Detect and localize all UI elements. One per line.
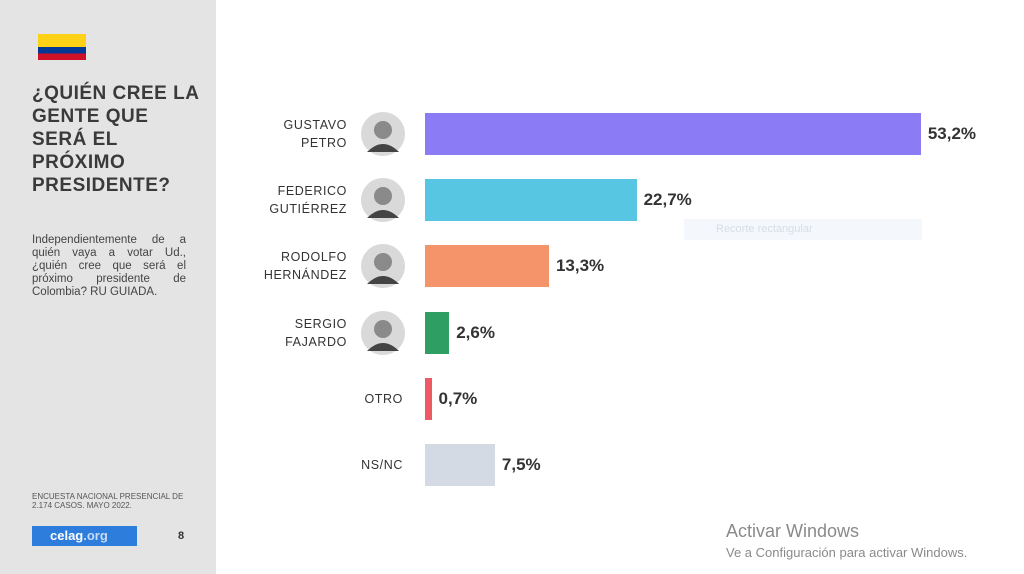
- photo-icon: [361, 310, 405, 355]
- value-label: 2,6%: [456, 322, 495, 342]
- category-label: NS/NC: [361, 458, 403, 472]
- description: Independientemente de a quién vaya a vot…: [32, 234, 186, 298]
- value-label: 13,3%: [555, 256, 605, 276]
- value-label: 0,7%: [438, 388, 478, 408]
- bar: [425, 113, 921, 155]
- sidebar: ¿QUIÉN CREE LA GENTE QUE SERÁ EL PRÓXIMO…: [0, 0, 216, 574]
- photo-icon: [361, 244, 405, 289]
- value-label: 53,2%: [927, 124, 977, 143]
- bar: [425, 377, 432, 420]
- value-label: 7,5%: [501, 455, 541, 474]
- category-label: FEDERICO GUTIÉRREZ: [269, 184, 347, 217]
- watermark-text: Ve a Configuración para activar Windows.: [726, 545, 968, 560]
- logo-main: celag: [50, 528, 84, 543]
- page-number: 8: [178, 530, 185, 542]
- logo-suffix: .org: [83, 528, 108, 543]
- candidate-photo: [361, 112, 405, 156]
- watermark-title: Activar Windows: [726, 521, 860, 541]
- category-label: SERGIO FAJARDO: [285, 316, 347, 349]
- snip-tooltip: Recorte rectangular: [684, 219, 922, 240]
- candidate-photo: [361, 244, 405, 289]
- flag: [38, 34, 86, 60]
- value-label: 22,7%: [643, 190, 692, 210]
- bar: [425, 179, 637, 222]
- candidate-photo: [361, 310, 405, 355]
- logo: celag.org: [32, 526, 137, 546]
- bar: [425, 245, 549, 288]
- bar: [425, 444, 495, 486]
- category-label: RODOLFO HERNÁNDEZ: [263, 250, 347, 283]
- photo-icon: [361, 112, 405, 156]
- photo-icon: [361, 178, 405, 223]
- category-label: OTRO: [364, 391, 403, 406]
- category-label: GUSTAVO PETRO: [283, 118, 347, 150]
- source-note: ENCUESTA NACIONAL PRESENCIAL DE 2.174 CA…: [32, 492, 184, 510]
- candidate-photo: [361, 178, 405, 223]
- slide-title: ¿QUIÉN CREE LA GENTE QUE SERÁ EL PRÓXIMO…: [32, 83, 200, 196]
- bar: [425, 311, 450, 354]
